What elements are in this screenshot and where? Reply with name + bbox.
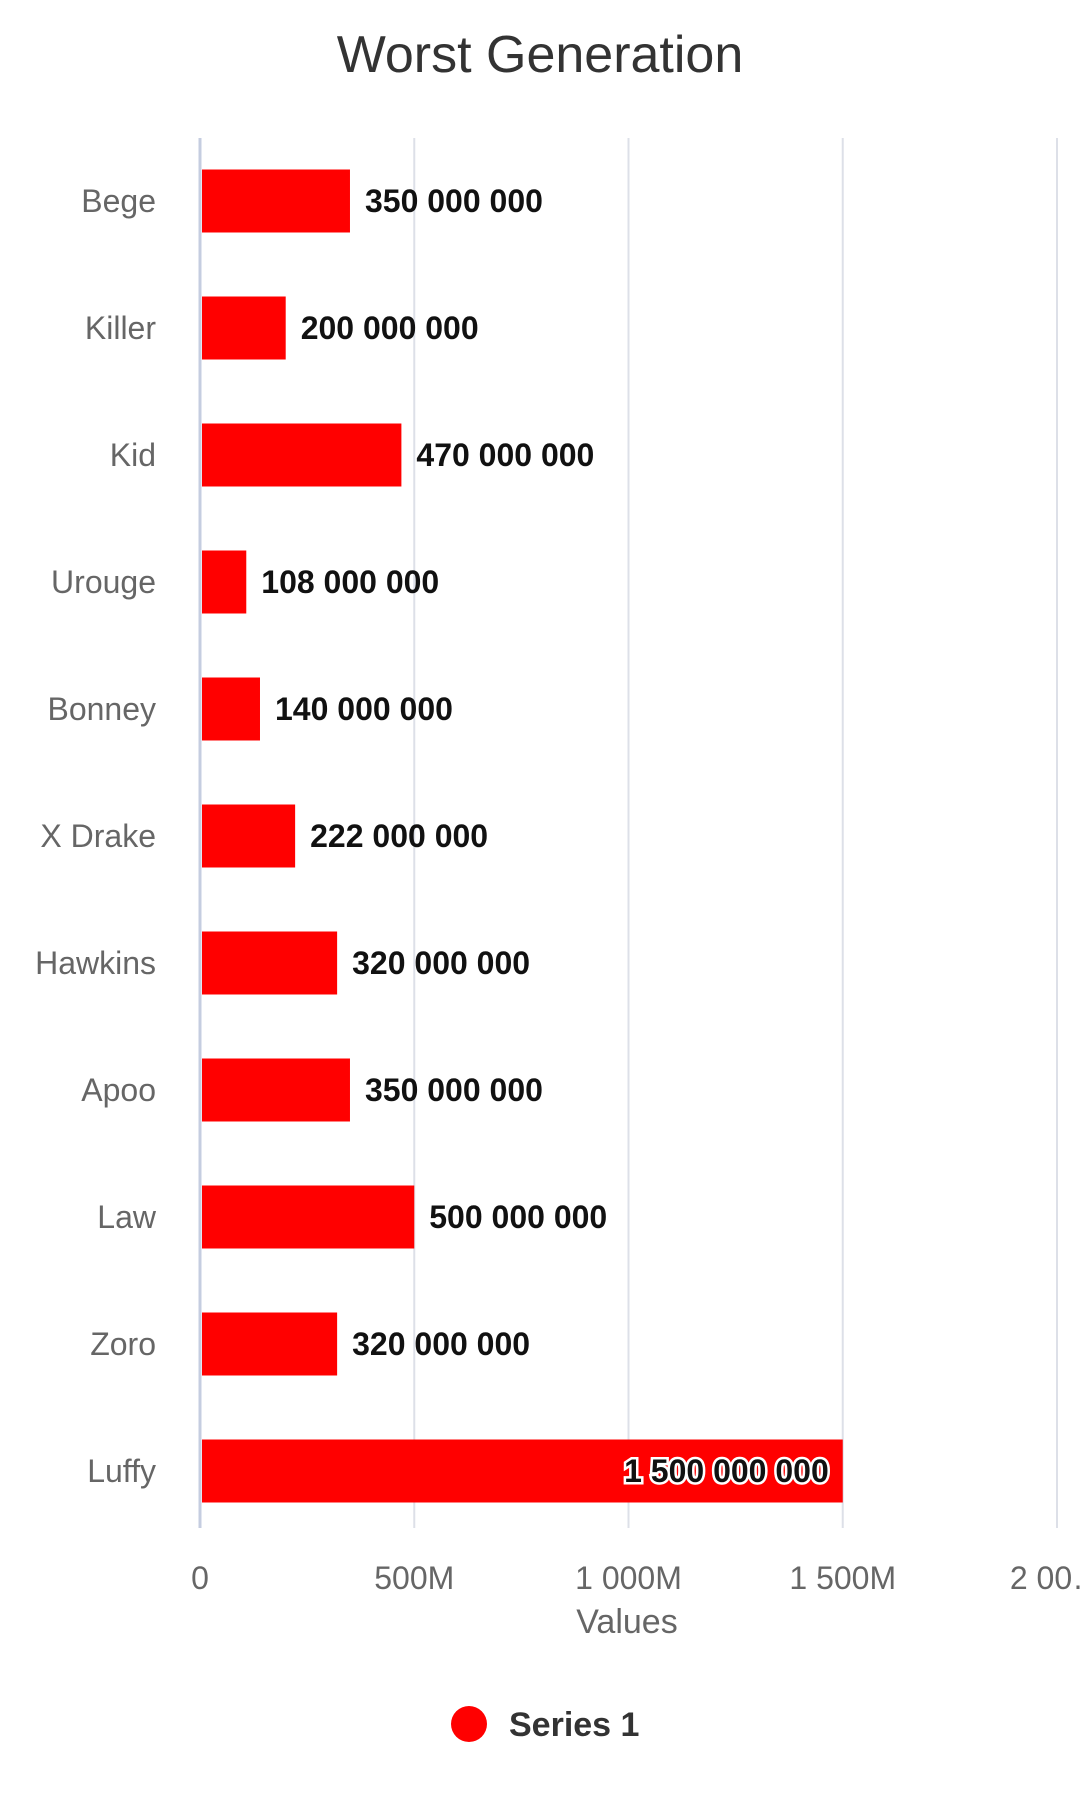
category-label: Zoro — [90, 1326, 156, 1362]
data-label: 320 000 000 — [352, 945, 530, 981]
data-label: 470 000 000 — [416, 437, 594, 473]
category-label: X Drake — [40, 818, 156, 854]
bar-killer — [202, 296, 286, 360]
bar-hawkins — [202, 931, 338, 995]
category-label: Kid — [110, 437, 156, 473]
data-label: 320 000 000 — [352, 1326, 530, 1362]
legend-marker-series-1 — [451, 1706, 487, 1742]
bar-urouge — [202, 550, 247, 614]
legend-label-series-1: Series 1 — [509, 1706, 639, 1744]
bar-x-drake — [202, 804, 296, 868]
data-label: 140 000 000 — [275, 691, 453, 727]
bar-bege — [202, 169, 350, 233]
data-label: 1 500 000 000 — [624, 1453, 829, 1489]
category-label: Killer — [85, 310, 156, 346]
x-tick-labels: 0 500M 1 000M 1 500M 2 00… — [191, 1560, 1080, 1596]
data-label: 350 000 000 — [365, 183, 543, 219]
x-axis-title: Values — [576, 1603, 677, 1641]
category-label: Luffy — [87, 1453, 156, 1489]
chart-title: Worst Generation — [337, 26, 744, 84]
data-labels: 350 000 000 200 000 000 470 000 000 108 000… — [261, 183, 831, 1492]
x-tick-label: 1 000M — [575, 1560, 682, 1596]
data-label: 500 000 000 — [429, 1199, 607, 1235]
bar-bonney — [202, 677, 260, 741]
x-tick-label: 0 — [191, 1560, 209, 1596]
bar-zoro — [202, 1312, 338, 1376]
category-label: Bonney — [47, 691, 156, 727]
data-label: 350 000 000 — [365, 1072, 543, 1108]
category-label: Urouge — [51, 564, 156, 600]
bar-luffy — [202, 1439, 843, 1503]
grid-lines — [198, 138, 1058, 1528]
data-label: 200 000 000 — [301, 310, 479, 346]
category-label: Bege — [81, 183, 156, 219]
data-label: 222 000 000 — [310, 818, 488, 854]
category-labels: Bege Killer Kid Urouge Bonney X Drake Hawkins A… — [35, 183, 157, 1489]
bar-law — [202, 1185, 415, 1249]
category-label: Hawkins — [35, 945, 156, 981]
x-tick-label: 1 500M — [789, 1560, 896, 1596]
bars — [202, 169, 843, 1503]
bar-kid — [202, 423, 402, 487]
category-label: Apoo — [81, 1072, 156, 1108]
x-tick-label: 500M — [374, 1560, 454, 1596]
x-tick-label: 2 00… — [1010, 1560, 1080, 1596]
category-label: Law — [97, 1199, 157, 1235]
bar-apoo — [202, 1058, 350, 1122]
data-label: 108 000 000 — [261, 564, 439, 600]
legend: Series 1 — [451, 1706, 639, 1744]
